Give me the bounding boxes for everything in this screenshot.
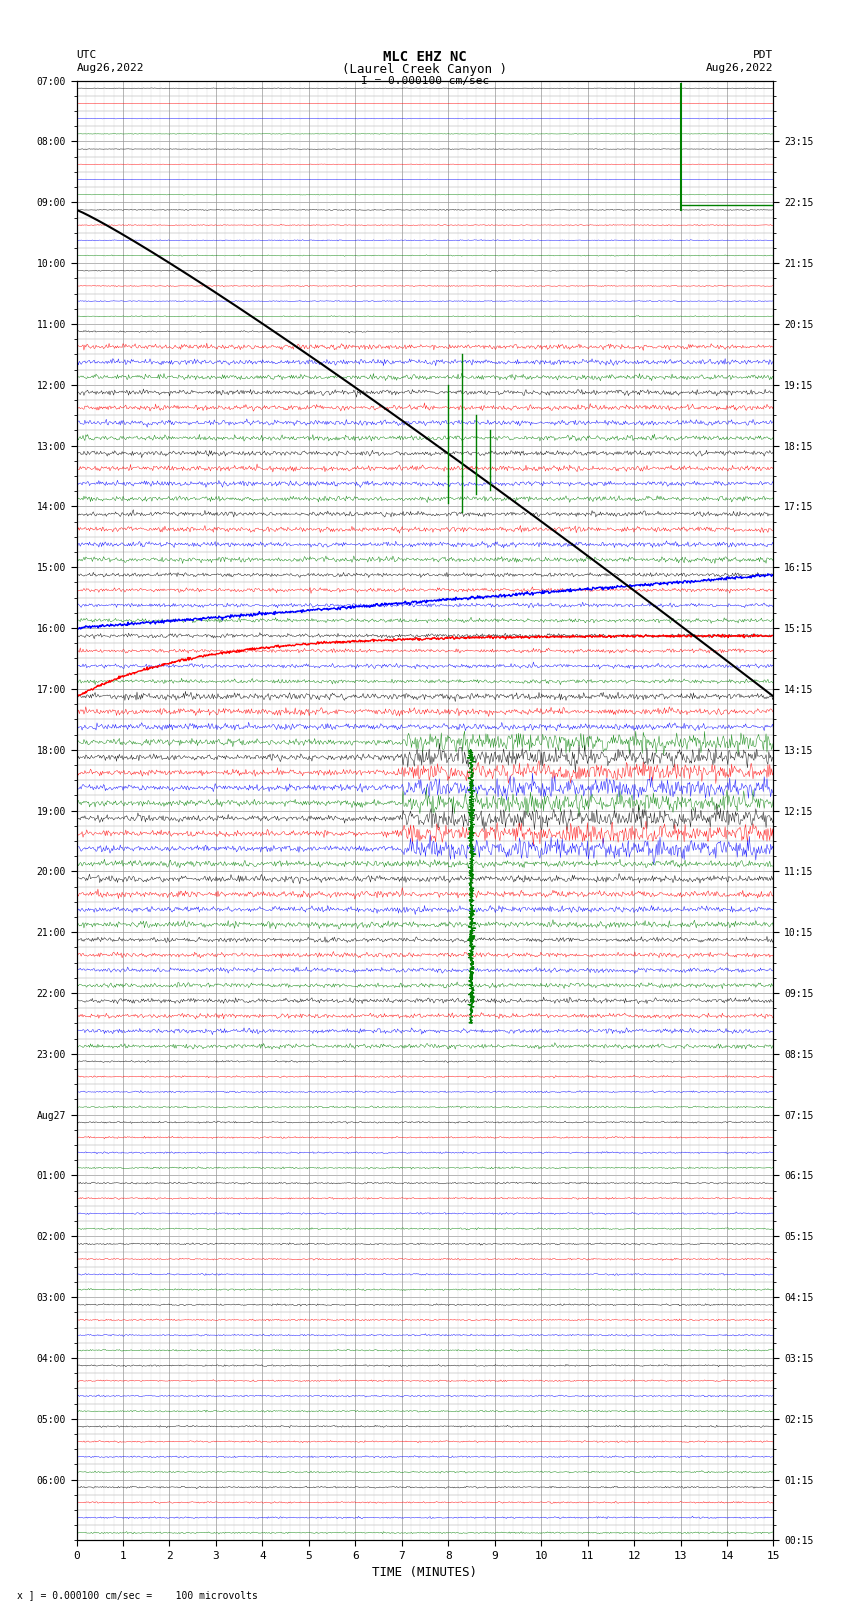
Text: UTC: UTC (76, 50, 97, 60)
Text: I = 0.000100 cm/sec: I = 0.000100 cm/sec (361, 76, 489, 85)
Text: Aug26,2022: Aug26,2022 (76, 63, 144, 73)
Text: PDT: PDT (753, 50, 774, 60)
Text: Aug26,2022: Aug26,2022 (706, 63, 774, 73)
X-axis label: TIME (MINUTES): TIME (MINUTES) (372, 1566, 478, 1579)
Text: MLC EHZ NC: MLC EHZ NC (383, 50, 467, 65)
Text: x ] = 0.000100 cm/sec =    100 microvolts: x ] = 0.000100 cm/sec = 100 microvolts (17, 1590, 258, 1600)
Text: (Laurel Creek Canyon ): (Laurel Creek Canyon ) (343, 63, 507, 76)
